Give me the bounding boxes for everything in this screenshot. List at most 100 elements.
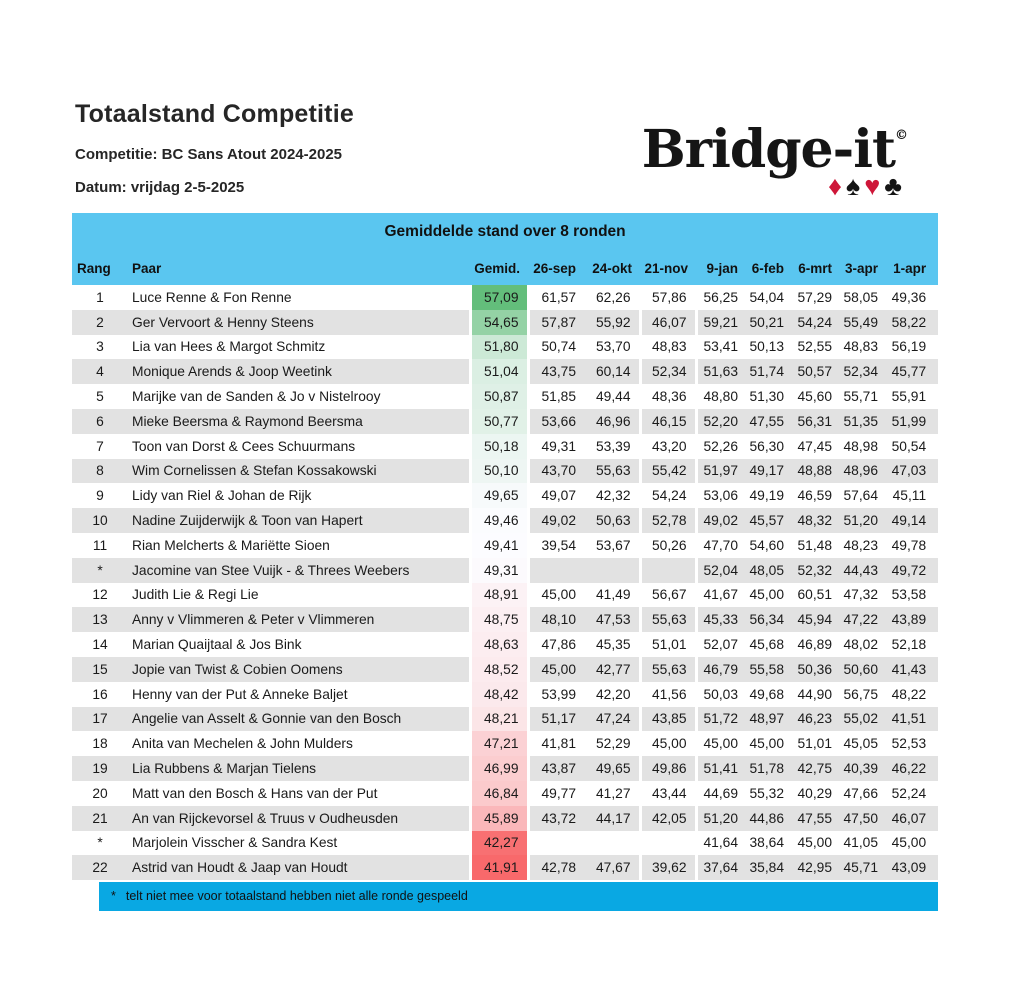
score-cell: 52,32 xyxy=(797,562,832,578)
score-cell: 45,00 xyxy=(891,835,927,851)
score-cell: 51,17 xyxy=(526,706,584,732)
score-cell: 46,79 xyxy=(694,656,746,682)
rank-cell: 8 xyxy=(96,463,104,479)
column-header-26-sep: 26-sep xyxy=(533,260,576,276)
pair-name-cell: Luce Renne & Fon Renne xyxy=(132,289,292,305)
score-cell: 48,36 xyxy=(638,384,696,409)
score-cell: 49,02 xyxy=(694,508,746,533)
average-cell: 48,42 xyxy=(468,681,528,707)
pair-name-cell: Monique Arends & Joop Weetink xyxy=(132,364,332,380)
average-cell: 45,89 xyxy=(468,805,528,831)
rank-cell: 14 xyxy=(92,637,108,653)
score-cell: 44,17 xyxy=(595,810,631,826)
score-cell: 46,89 xyxy=(797,637,832,653)
rank-cell: 1 xyxy=(96,289,104,305)
score-cell: 52,55 xyxy=(797,339,832,355)
score-cell: 47,45 xyxy=(797,438,832,454)
score-cell: 45,94 xyxy=(797,612,832,628)
score-cell: 52,07 xyxy=(694,632,746,657)
score-cell: 57,86 xyxy=(638,285,696,310)
table-row: * Marjolein Visscher & Sandra Kest 42,27 41… xyxy=(72,830,938,856)
score-cell: 47,55 xyxy=(797,810,832,826)
page-title: Totaalstand Competitie xyxy=(75,100,354,128)
score-cell: 48,02 xyxy=(843,637,878,653)
score-cell: 42,75 xyxy=(797,761,832,777)
score-cell: 48,98 xyxy=(843,438,878,454)
score-cell: 52,53 xyxy=(891,736,927,752)
score-cell: 51,30 xyxy=(749,389,784,405)
table-row: 20 Matt van den Bosch & Hans van der Put 4… xyxy=(72,780,938,806)
score-cell: 43,44 xyxy=(638,780,696,806)
pair-name-cell: An van Rijckevorsel & Truus v Oudheusden xyxy=(132,810,399,826)
table-row: 10 Nadine Zuijderwijk & Toon van Hapert 49… xyxy=(72,508,939,533)
score-cell: 60,51 xyxy=(797,587,832,603)
score-cell: 46,07 xyxy=(638,309,696,335)
score-cell: 52,34 xyxy=(843,364,878,380)
score-cell: 52,34 xyxy=(638,359,696,385)
score-cell: 49,07 xyxy=(526,483,584,509)
pair-name-cell: Lia Rubbens & Marjan Tielens xyxy=(132,761,317,777)
score-cell: 52,78 xyxy=(638,508,696,533)
table-row: 14 Marian Quaijtaal & Jos Bink 48,63 47,86 4… xyxy=(72,632,938,657)
average-cell: 51,04 xyxy=(468,359,528,385)
score-cell: 58,05 xyxy=(843,289,878,305)
column-header-gemid: Gemid. xyxy=(474,260,520,276)
pair-name-cell: Rian Melcherts & Mariëtte Sioen xyxy=(132,537,330,553)
score-cell: 55,32 xyxy=(749,785,784,801)
pair-name-cell: Ger Vervoort & Henny Steens xyxy=(132,314,314,330)
score-cell: 51,20 xyxy=(694,805,746,831)
score-cell: 57,64 xyxy=(843,488,878,504)
score-cell: 49,78 xyxy=(891,537,927,553)
pair-name-cell: Angelie van Asselt & Gonnie van den Bosc… xyxy=(132,711,402,727)
score-cell: 43,75 xyxy=(526,359,584,385)
score-cell: 48,05 xyxy=(749,562,784,578)
rank-cell: 13 xyxy=(92,612,108,628)
rank-cell: 17 xyxy=(92,711,108,727)
column-header-paar: Paar xyxy=(132,260,162,276)
score-cell: 41,64 xyxy=(694,830,746,856)
score-cell: 51,78 xyxy=(749,761,784,777)
pair-name-cell: Mieke Beersma & Raymond Beersma xyxy=(132,413,363,429)
average-cell: 47,21 xyxy=(468,731,528,757)
score-cell: 43,09 xyxy=(891,860,927,876)
average-cell: 48,75 xyxy=(468,607,528,633)
score-cell: 53,99 xyxy=(526,681,584,707)
score-cell: 50,60 xyxy=(843,661,878,677)
score-cell: 50,63 xyxy=(595,513,631,529)
score-cell: 50,26 xyxy=(638,532,696,558)
score-cell: 53,67 xyxy=(595,537,631,553)
date-label: Datum: vrijdag 2-5-2025 xyxy=(75,179,245,196)
average-cell: 54,65 xyxy=(468,309,528,335)
score-cell: 41,81 xyxy=(526,731,584,757)
score-cell: 45,00 xyxy=(797,835,832,851)
score-cell: 55,91 xyxy=(891,389,927,405)
score-cell: 55,58 xyxy=(749,661,784,677)
score-cell: 50,74 xyxy=(526,334,584,360)
average-cell: 50,10 xyxy=(468,458,528,484)
score-cell: 49,31 xyxy=(526,433,584,459)
score-cell: 48,80 xyxy=(694,384,746,409)
column-header-rang: Rang xyxy=(77,260,111,276)
score-cell: 44,69 xyxy=(694,780,746,806)
score-cell: 53,06 xyxy=(694,483,746,509)
table-row: 4 Monique Arends & Joop Weetink 51,04 43,75… xyxy=(72,359,939,385)
score-cell: 56,75 xyxy=(843,686,878,702)
score-cell: 43,89 xyxy=(891,612,927,628)
column-header-1-apr: 1-apr xyxy=(893,260,927,276)
score-cell: 46,96 xyxy=(595,413,631,429)
score-cell: 53,39 xyxy=(595,438,631,454)
score-cell: 48,97 xyxy=(749,711,784,727)
score-cell: 46,23 xyxy=(797,711,832,727)
score-cell: 53,58 xyxy=(891,587,927,603)
score-cell: 50,57 xyxy=(797,364,832,380)
score-cell: 43,85 xyxy=(638,706,696,732)
average-cell: 49,41 xyxy=(468,532,528,558)
score-cell: 56,31 xyxy=(797,413,832,429)
score-cell: 45,77 xyxy=(891,364,927,380)
score-cell: 40,29 xyxy=(797,785,832,801)
score-cell: 51,35 xyxy=(843,413,878,429)
rank-cell: * xyxy=(97,562,103,578)
score-cell: 45,11 xyxy=(892,488,927,504)
score-cell: 56,25 xyxy=(694,285,746,310)
score-cell: 42,32 xyxy=(595,488,631,504)
